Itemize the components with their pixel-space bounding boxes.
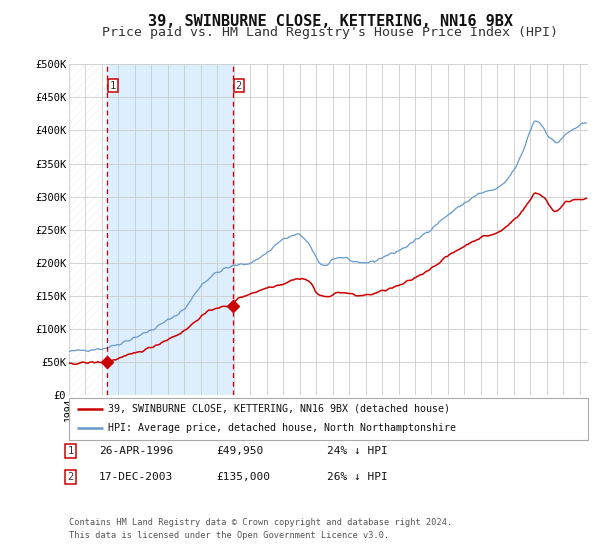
Text: 2: 2 <box>68 472 74 482</box>
Text: 1: 1 <box>68 446 74 456</box>
Text: HPI: Average price, detached house, North Northamptonshire: HPI: Average price, detached house, Nort… <box>108 423 456 433</box>
Text: 39, SWINBURNE CLOSE, KETTERING, NN16 9BX: 39, SWINBURNE CLOSE, KETTERING, NN16 9BX <box>148 14 512 29</box>
Text: £135,000: £135,000 <box>216 472 270 482</box>
Bar <box>107 64 233 395</box>
Text: 26-APR-1996: 26-APR-1996 <box>99 446 173 456</box>
Text: 2: 2 <box>236 81 242 91</box>
Text: 17-DEC-2003: 17-DEC-2003 <box>99 472 173 482</box>
FancyBboxPatch shape <box>69 398 588 440</box>
Text: 26% ↓ HPI: 26% ↓ HPI <box>327 472 388 482</box>
Text: 24% ↓ HPI: 24% ↓ HPI <box>327 446 388 456</box>
Text: £49,950: £49,950 <box>216 446 263 456</box>
Text: Price paid vs. HM Land Registry's House Price Index (HPI): Price paid vs. HM Land Registry's House … <box>102 26 558 39</box>
Text: Contains HM Land Registry data © Crown copyright and database right 2024.
This d: Contains HM Land Registry data © Crown c… <box>69 518 452 539</box>
Bar <box>69 64 107 395</box>
Text: 39, SWINBURNE CLOSE, KETTERING, NN16 9BX (detached house): 39, SWINBURNE CLOSE, KETTERING, NN16 9BX… <box>108 404 450 414</box>
Text: 1: 1 <box>110 81 116 91</box>
